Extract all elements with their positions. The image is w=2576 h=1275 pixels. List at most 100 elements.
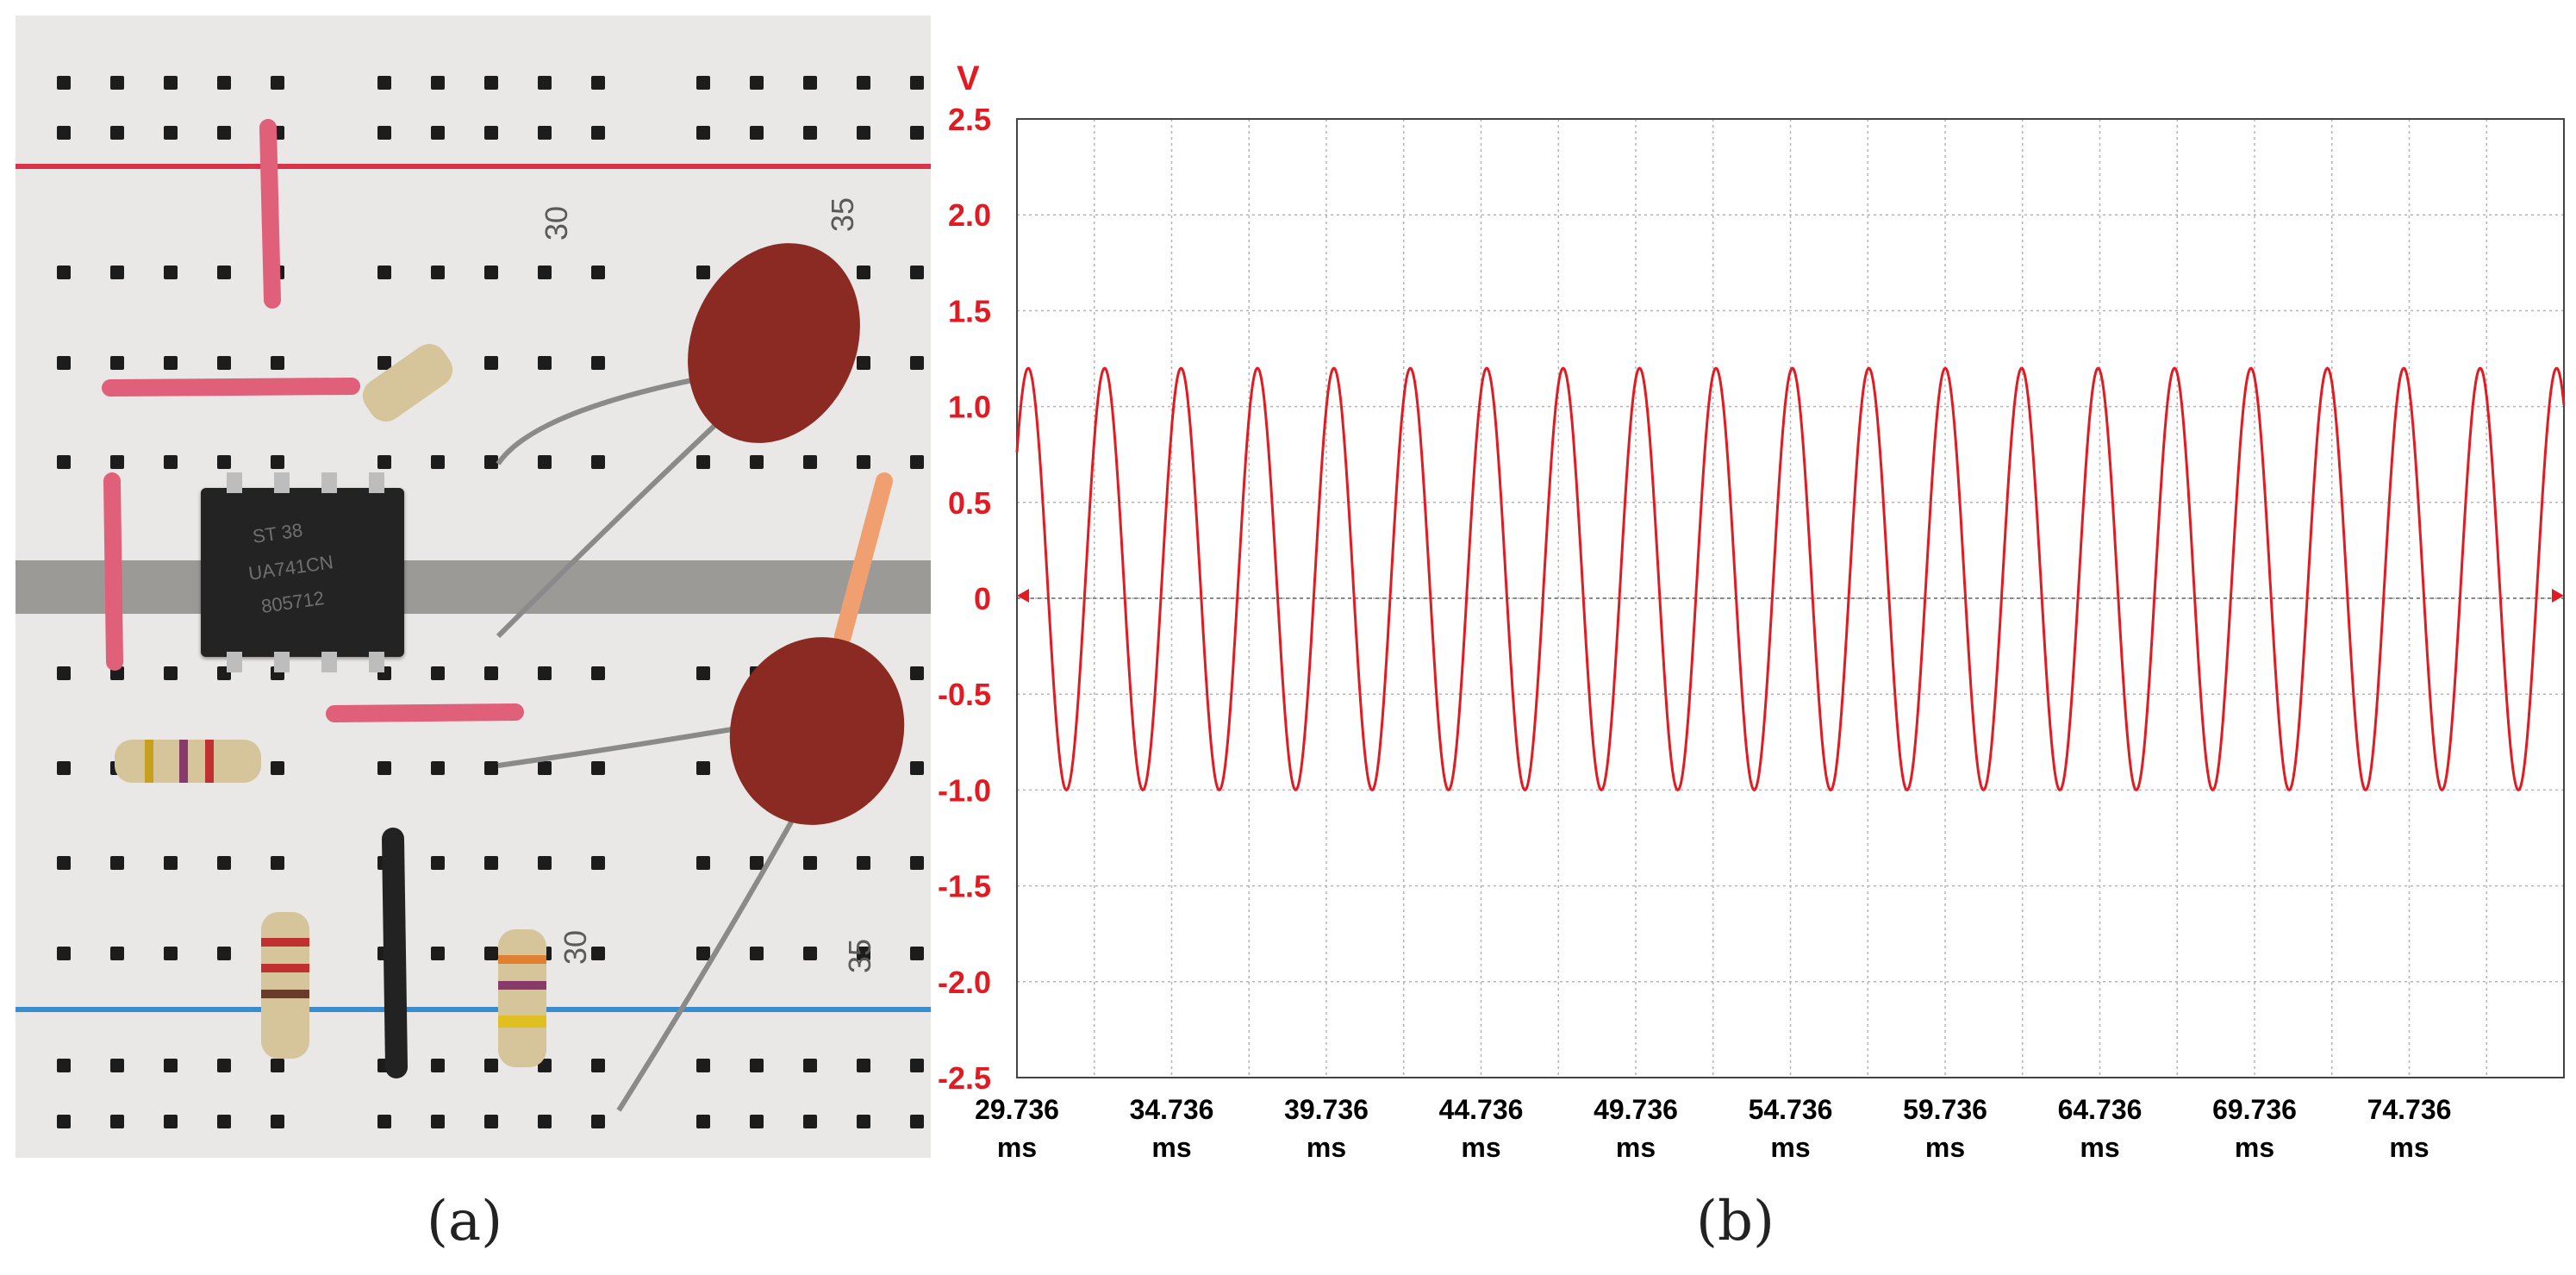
breadboard-hole: [57, 356, 71, 370]
breadboard-hole: [164, 266, 178, 279]
breadboard-hole: [484, 1115, 498, 1128]
breadboard-hole: [164, 1059, 178, 1072]
breadboard-hole: [164, 76, 178, 90]
breadboard-hole: [57, 856, 71, 870]
x-tick-label: 74.736: [2367, 1094, 2452, 1125]
breadboard-hole: [431, 947, 445, 960]
y-tick-label: -1.0: [938, 772, 991, 808]
caption-b: (b): [1696, 1190, 1775, 1253]
breadboard-hole: [910, 1115, 924, 1128]
breadboard-hole: [217, 856, 231, 870]
breadboard-hole: [696, 455, 710, 469]
breadboard-hole: [377, 76, 391, 90]
resistor: [261, 912, 309, 1059]
breadboard-hole: [217, 1059, 231, 1072]
breadboard-hole: [538, 856, 552, 870]
breadboard-hole: [857, 126, 870, 140]
breadboard-hole: [591, 1059, 605, 1072]
breadboard-hole: [910, 856, 924, 870]
x-tick-unit: ms: [2389, 1132, 2429, 1163]
x-tick-unit: ms: [1151, 1132, 1191, 1163]
x-tick-unit: ms: [1461, 1132, 1500, 1163]
x-tick-label: 39.736: [1284, 1094, 1369, 1125]
x-tick-label: 69.736: [2212, 1094, 2297, 1125]
y-tick-label: 0.5: [948, 485, 991, 521]
breadboard-hole: [696, 1059, 710, 1072]
jumper-wire: [259, 119, 281, 309]
breadboard-hole: [164, 666, 178, 680]
breadboard-hole: [431, 1059, 445, 1072]
y-tick-label: -0.5: [938, 677, 991, 712]
y-tick-label: -1.5: [938, 869, 991, 904]
x-tick-unit: ms: [1925, 1132, 1965, 1163]
zero-marker-left: [1017, 589, 1029, 603]
breadboard-hole: [377, 356, 391, 370]
y-axis: 2.5 2.0 1.5 1.0 0.5 0 -0.5 -1.0 -1.5 -2.0 -2.5: [938, 102, 991, 1096]
x-tick-label: 34.736: [1130, 1094, 1214, 1125]
zero-marker-right: [2552, 589, 2564, 603]
breadboard-hole: [110, 126, 124, 140]
breadboard-hole: [484, 356, 498, 370]
x-axis: 29.736 ms 34.736 ms 39.736 ms 44.736 ms 49.736 ms…: [975, 1094, 2451, 1163]
breadboard-hole: [271, 1059, 284, 1072]
breadboard-hole: [857, 455, 870, 469]
breadboard-hole: [271, 1115, 284, 1128]
breadboard-hole: [696, 947, 710, 960]
breadboard-hole: [484, 1059, 498, 1072]
capacitor-lead: [616, 790, 811, 1112]
breadboard-hole: [484, 266, 498, 279]
op-amp-chip: ST 38 UA741CN 805712: [201, 472, 404, 672]
resistor: [362, 344, 453, 422]
y-tick-label: 2.5: [948, 102, 991, 137]
y-tick-label: 2.0: [948, 197, 991, 233]
breadboard-hole: [431, 455, 445, 469]
breadboard-hole: [857, 76, 870, 90]
breadboard-hole: [910, 126, 924, 140]
breadboard-hole: [57, 1115, 71, 1128]
breadboard-hole: [910, 947, 924, 960]
breadboard-hole: [57, 1059, 71, 1072]
breadboard-hole: [591, 455, 605, 469]
breadboard-hole: [857, 856, 870, 870]
breadboard-hole: [164, 455, 178, 469]
breadboard-hole: [750, 126, 764, 140]
breadboard-hole: [538, 356, 552, 370]
breadboard-hole: [484, 856, 498, 870]
breadboard-hole: [271, 761, 284, 775]
breadboard-hole: [910, 666, 924, 680]
breadboard-hole: [377, 126, 391, 140]
breadboard-hole: [57, 455, 71, 469]
breadboard-hole: [377, 266, 391, 279]
breadboard-hole: [110, 76, 124, 90]
caption-a: (a): [427, 1190, 503, 1253]
x-tick-label: 54.736: [1749, 1094, 1833, 1125]
breadboard-hole: [377, 1115, 391, 1128]
plot-frame: [1016, 118, 2565, 1078]
breadboard-hole: [217, 455, 231, 469]
breadboard-hole: [484, 76, 498, 90]
x-tick-label: 29.736: [975, 1094, 1059, 1125]
breadboard-hole: [271, 356, 284, 370]
x-tick-label: 59.736: [1903, 1094, 1987, 1125]
breadboard-hole: [164, 856, 178, 870]
red-rail-line: [16, 164, 931, 169]
breadboard-hole: [484, 947, 498, 960]
y-tick-label: 1.0: [948, 390, 991, 425]
breadboard-hole: [110, 1059, 124, 1072]
breadboard-hole: [591, 356, 605, 370]
breadboard-hole: [110, 356, 124, 370]
breadboard-hole: [431, 266, 445, 279]
breadboard-hole: [377, 455, 391, 469]
y-tick-label: 0: [974, 581, 991, 616]
breadboard-hole: [431, 76, 445, 90]
breadboard-hole: [803, 1059, 817, 1072]
breadboard-hole: [910, 455, 924, 469]
breadboard-hole: [57, 126, 71, 140]
breadboard-hole: [538, 126, 552, 140]
breadboard-hole: [591, 761, 605, 775]
breadboard-hole: [696, 266, 710, 279]
breadboard-hole: [591, 76, 605, 90]
breadboard-hole: [484, 126, 498, 140]
breadboard-hole: [164, 947, 178, 960]
